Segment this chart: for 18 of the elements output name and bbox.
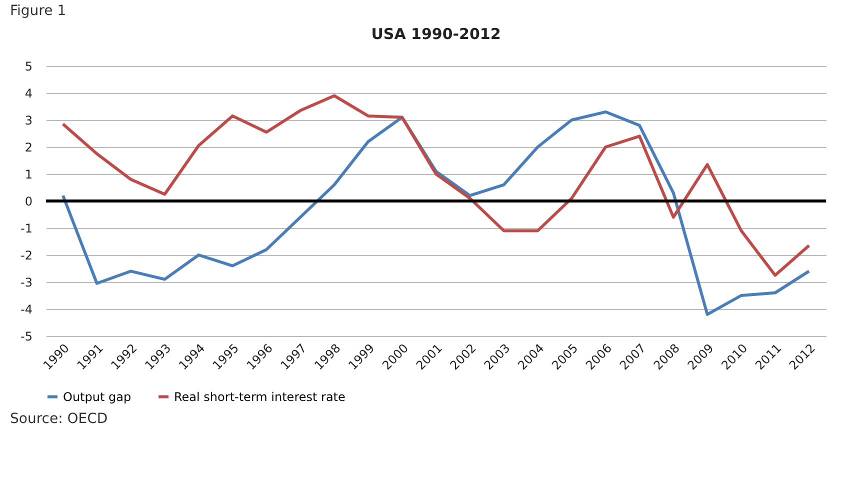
y-tick-label: 5: [24, 60, 32, 74]
legend-label: Output gap: [63, 390, 132, 404]
legend-label: Real short-term interest rate: [174, 390, 346, 404]
line-series: [61, 94, 811, 277]
y-tick-label: 0: [24, 194, 32, 208]
line-series: [61, 110, 811, 316]
y-tick-label: 2: [24, 140, 32, 154]
y-tick-label: -1: [20, 222, 32, 236]
caption: Figure 1: [9, 2, 68, 21]
y-tick-label: -4: [20, 302, 32, 316]
y-tick-label: 1: [24, 168, 32, 182]
y-tick-label: 3: [24, 114, 32, 128]
y-tick-label: -3: [20, 276, 32, 290]
y-tick-label: 4: [24, 86, 32, 100]
y-tick-label: -5: [20, 330, 32, 344]
chart-title: USA 1990-2012: [371, 25, 501, 43]
y-tick-label: -2: [20, 248, 32, 262]
source-note: Source: OECD: [9, 410, 109, 429]
